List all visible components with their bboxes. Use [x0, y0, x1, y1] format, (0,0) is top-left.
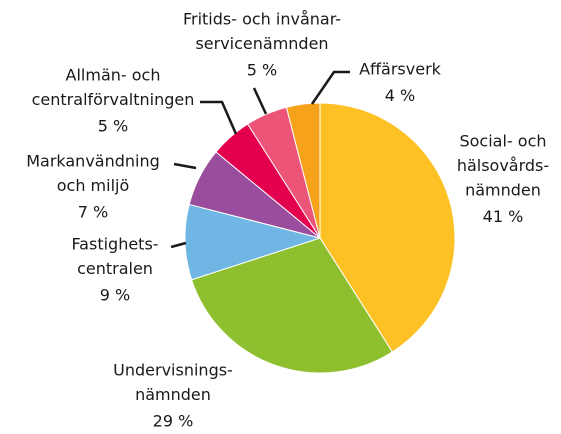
leader-line: [173, 162, 197, 170]
leader-line: [310, 70, 350, 105]
value-label: 4 %: [385, 86, 415, 105]
slice-label: centralförvaltningen: [32, 90, 195, 109]
slice-label: centralen: [77, 259, 153, 278]
slice-label: Allmän- och: [66, 66, 161, 85]
pie-slice: [319, 102, 456, 353]
value-label: 5 %: [247, 61, 277, 80]
value-label: 5 %: [98, 117, 128, 136]
slice-label: Markanvändning: [26, 152, 160, 171]
leader-line: [170, 241, 187, 249]
slice-label: nämnden: [135, 385, 211, 404]
slice-label: Fritids- och invånar-: [183, 10, 341, 29]
value-label: 9 %: [100, 286, 130, 305]
leader-line: [252, 87, 268, 115]
slice-label: nämnden: [465, 181, 541, 200]
value-label: 41 %: [483, 207, 524, 226]
slice-label: servicenämnden: [195, 34, 328, 53]
slice-label: Fastighets-: [71, 235, 158, 254]
value-label: 7 %: [78, 203, 108, 222]
slice-label: Undervisnings-: [113, 361, 233, 380]
slice-label: Social- och: [459, 132, 546, 151]
pie-slice: [190, 237, 394, 374]
slice-label: Affärsverk: [359, 60, 442, 79]
slice-label: hälsovårds-: [457, 156, 549, 175]
leader-line: [200, 100, 238, 135]
slice-label: och miljö: [57, 176, 130, 195]
pie-slice: [285, 102, 321, 239]
value-label: 29 %: [153, 412, 194, 431]
